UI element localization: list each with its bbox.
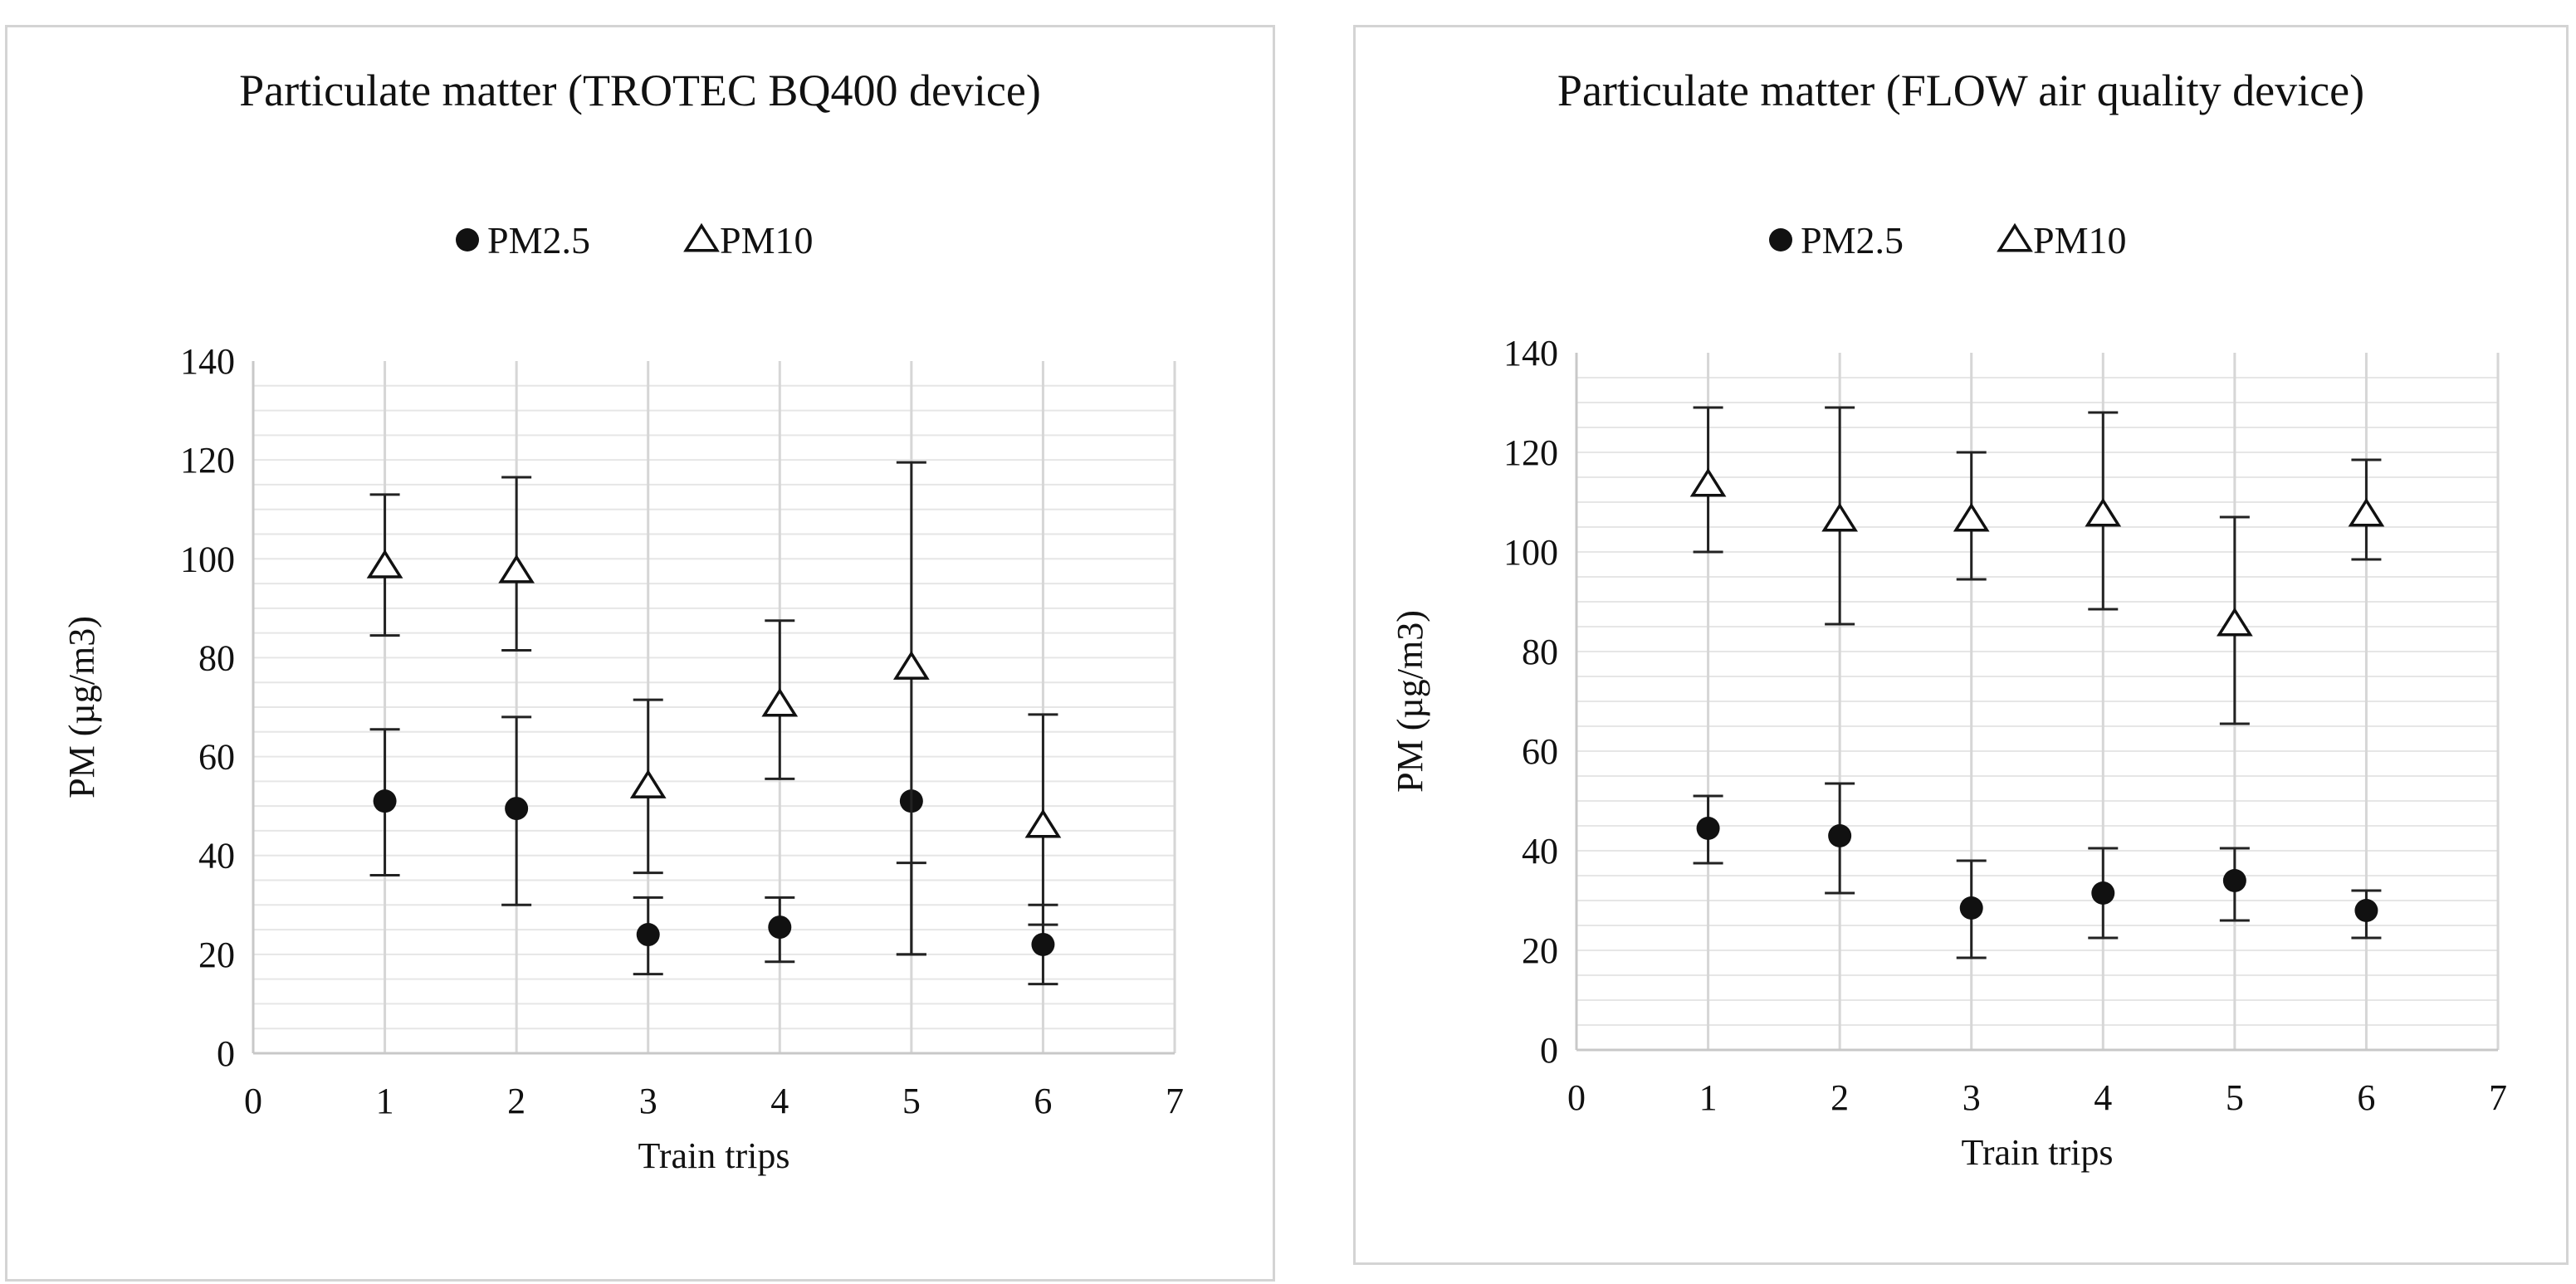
legend-item: PM2.5: [1769, 219, 1904, 261]
data-point: [2216, 607, 2253, 637]
chart-title: Particulate matter (TROTEC BQ400 device): [239, 66, 1041, 115]
data-point: [2085, 497, 2122, 527]
x-tick-label: 2: [1831, 1077, 1849, 1118]
data-point: [505, 797, 529, 821]
x-tick-label: 5: [902, 1081, 921, 1121]
series-pm10: [1689, 406, 2385, 725]
data-point: [1828, 824, 1852, 847]
legend-marker-circle: [456, 228, 479, 251]
y-axis-title: PM (µg/m3): [1390, 610, 1430, 793]
data-point: [366, 549, 403, 579]
y-tick-label: 120: [1503, 432, 1558, 473]
x-tick-label: 0: [1567, 1077, 1586, 1118]
data-point: [2348, 497, 2385, 527]
legend-item: PM10: [1997, 219, 2126, 261]
y-tick-label: 40: [1522, 831, 1558, 871]
y-tick-label: 100: [180, 539, 235, 579]
data-point: [761, 687, 799, 717]
data-point: [2222, 869, 2246, 892]
x-tick-label: 0: [244, 1081, 262, 1121]
series-pm10: [366, 461, 1062, 956]
x-tick-label: 4: [2094, 1077, 2112, 1118]
chart-panel-trotec: Particulate matter (TROTEC BQ400 device)…: [5, 25, 1275, 1282]
chart-panel-flow: Particulate matter (FLOW air quality dev…: [1353, 25, 2569, 1265]
x-tick-label: 5: [2226, 1077, 2244, 1118]
x-tick-label: 6: [2357, 1077, 2375, 1118]
y-tick-label: 20: [198, 935, 235, 975]
legend-marker-triangle: [683, 222, 720, 252]
scatter-plot-flow: 0 20 40 60 80 100 120 140 0 1 2 3 4 5 6 7 Train trips PM …: [1390, 219, 2507, 1173]
x-tick-label: 4: [770, 1081, 789, 1121]
y-tick-label: 0: [1540, 1030, 1558, 1071]
legend-label: PM10: [720, 219, 813, 261]
data-point: [636, 923, 660, 947]
data-point: [892, 651, 930, 680]
data-point: [498, 554, 535, 583]
data-point: [1689, 467, 1727, 497]
y-tick-label: 20: [1522, 930, 1558, 971]
legend-marker-triangle: [1997, 222, 2033, 252]
x-tick-label: 6: [1034, 1081, 1052, 1121]
series-pm25: [1693, 782, 2382, 959]
x-tick-label: 1: [376, 1081, 394, 1121]
data-point: [768, 915, 792, 940]
data-point: [1821, 502, 1859, 532]
gridlines: [1576, 353, 2500, 1050]
y-tick-label: 140: [180, 341, 235, 382]
y-axis-title: PM (µg/m3): [61, 616, 102, 798]
x-tick-label: 7: [2489, 1077, 2507, 1118]
data-point: [2091, 881, 2115, 905]
x-tick-label: 2: [507, 1081, 525, 1121]
error-bar: [896, 461, 926, 956]
legend-item: PM10: [683, 219, 813, 261]
data-point: [2354, 899, 2378, 922]
legend-label: PM10: [2033, 219, 2126, 261]
data-point: [1696, 817, 1720, 840]
y-tick-label: 80: [1522, 632, 1558, 672]
data-point: [1953, 502, 1990, 532]
y-tick-label: 100: [1503, 532, 1558, 573]
x-axis-title: Train trips: [1962, 1132, 2114, 1173]
series-pm25: [369, 715, 1058, 986]
legend-marker-circle: [1769, 228, 1792, 251]
scatter-plot-trotec: 0 20 40 60 80 100 120 140 0 1 2 3 4 5 6 7 Train trips PM …: [61, 219, 1184, 1176]
y-tick-label: 140: [1503, 333, 1558, 373]
data-point: [1959, 896, 1983, 920]
legend-label: PM2.5: [1801, 219, 1904, 261]
x-axis-title: Train trips: [638, 1135, 790, 1176]
data-point: [629, 769, 667, 798]
gridlines: [253, 361, 1176, 1053]
x-tick-label: 3: [1963, 1077, 1981, 1118]
y-tick-label: 120: [180, 440, 235, 481]
legend-item: PM2.5: [456, 219, 590, 261]
y-tick-label: 60: [198, 737, 235, 778]
data-point: [1031, 932, 1055, 956]
y-tick-label: 40: [198, 836, 235, 876]
chart-title: Particulate matter (FLOW air quality dev…: [1557, 66, 2365, 115]
y-tick-label: 60: [1522, 731, 1558, 772]
data-point: [373, 789, 397, 813]
data-point: [1024, 808, 1062, 838]
x-tick-label: 1: [1699, 1077, 1718, 1118]
x-tick-label: 7: [1166, 1081, 1184, 1121]
x-tick-label: 3: [639, 1081, 657, 1121]
y-tick-label: 0: [217, 1033, 235, 1074]
y-tick-label: 80: [198, 637, 235, 678]
legend-label: PM2.5: [487, 219, 590, 261]
